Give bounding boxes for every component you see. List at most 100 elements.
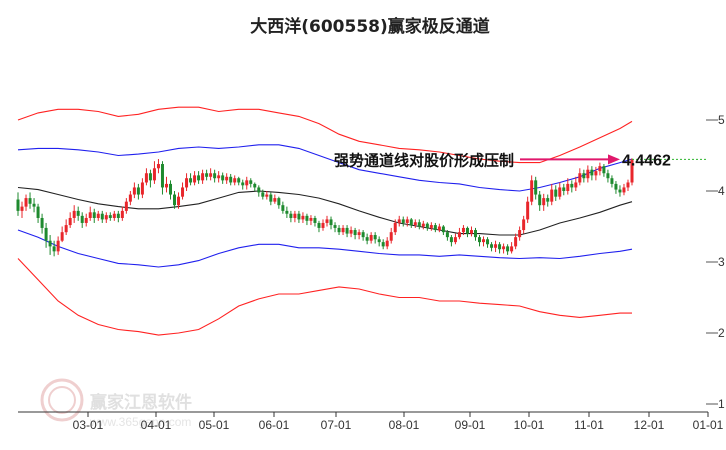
candle [453, 233, 457, 245]
x-tick-label: 08-01 [389, 418, 420, 432]
candle-body [181, 187, 185, 197]
candle [337, 225, 341, 236]
candle-body [64, 225, 68, 233]
candle [413, 219, 417, 228]
candles-layer [16, 158, 634, 257]
candle-body [393, 222, 397, 233]
candle-body [550, 189, 554, 202]
candle-body [397, 219, 401, 223]
candle [622, 183, 626, 196]
candle-body [213, 173, 217, 179]
candle [373, 232, 377, 244]
candle [209, 168, 213, 181]
x-tick-label: 06-01 [259, 418, 290, 432]
candle-body [140, 182, 144, 195]
candle [52, 240, 56, 257]
candle-body [285, 210, 289, 214]
candle [582, 169, 586, 183]
candle [128, 191, 132, 206]
candle-body [269, 194, 273, 202]
candle [469, 226, 473, 237]
candle [457, 227, 461, 240]
candle-body [421, 223, 425, 227]
candle-body [160, 164, 164, 188]
candle [506, 244, 510, 255]
inner-upper-band-line [17, 144, 633, 192]
candle [273, 194, 277, 204]
candle-body [173, 194, 177, 206]
candle-body [76, 210, 80, 216]
candle-body [425, 223, 429, 228]
candle [329, 216, 333, 230]
candle [60, 226, 64, 243]
candle-body [136, 187, 140, 195]
candle-body [518, 230, 522, 238]
candle [92, 208, 96, 223]
candle-body [325, 219, 329, 223]
outer-upper-band-line [17, 106, 633, 164]
candle-body [558, 187, 562, 197]
candle [437, 223, 441, 233]
candle [253, 182, 257, 191]
candle [518, 226, 522, 241]
candle-body [478, 237, 482, 243]
candle-body [88, 212, 92, 218]
x-tick-label: 03-01 [73, 418, 104, 432]
candle-body [498, 244, 502, 250]
candle-body [602, 166, 606, 174]
candle [393, 219, 397, 236]
candle [301, 212, 305, 223]
candle-body [309, 217, 313, 221]
candle-body [618, 189, 622, 193]
candle-body [132, 187, 136, 195]
candle-body [273, 198, 277, 202]
candle [76, 206, 80, 221]
candle [473, 227, 477, 241]
candle-body [514, 237, 518, 247]
candle-body [490, 244, 494, 248]
candle-body [108, 215, 112, 218]
candle [317, 220, 321, 233]
candle [558, 182, 562, 200]
candle-body [433, 225, 437, 231]
candle-body [84, 217, 88, 223]
candle-body [317, 222, 321, 228]
candle [185, 173, 189, 191]
candle [502, 243, 506, 254]
candle [449, 235, 453, 247]
candle-body [461, 227, 465, 233]
candle [490, 242, 494, 252]
candle [510, 242, 514, 254]
inner-lower-band-line [17, 229, 633, 268]
candle [421, 220, 425, 230]
candle-body [365, 237, 369, 241]
candle [381, 239, 385, 250]
candle-body [594, 171, 598, 176]
candle-body [465, 227, 469, 234]
candle-body [217, 175, 221, 179]
candle-body [622, 187, 626, 193]
candle [32, 198, 36, 213]
candle-body [96, 213, 100, 218]
candle-body [590, 169, 594, 176]
candle [630, 158, 634, 186]
candle-body [124, 201, 128, 211]
candle [478, 235, 482, 247]
candle-body [233, 178, 237, 183]
candle [349, 226, 353, 238]
candle-body [357, 232, 361, 236]
candle [345, 225, 349, 238]
candle [168, 180, 172, 200]
candle-body [237, 178, 241, 183]
candle-body [289, 213, 293, 218]
candle [445, 230, 449, 241]
candle-body [570, 183, 574, 188]
candle-body [152, 168, 156, 181]
candle [64, 219, 68, 236]
x-tick-label: 11-01 [574, 418, 604, 432]
y-tick-label: 4 [718, 184, 725, 198]
candle-body [610, 178, 614, 184]
candle [534, 176, 538, 200]
watermark-logo-inner-icon [48, 386, 76, 414]
candle-body [164, 183, 168, 188]
